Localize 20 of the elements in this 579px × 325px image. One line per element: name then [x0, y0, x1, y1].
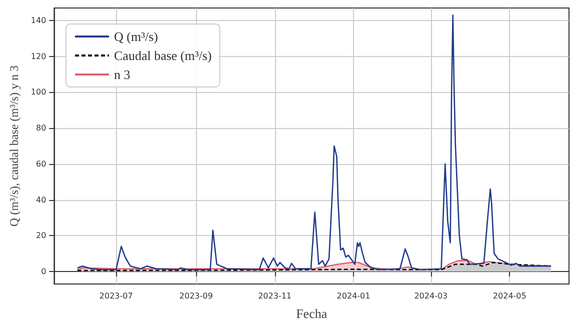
legend-label: Caudal base (m³/s)	[114, 48, 212, 63]
y-tick-label: 20	[36, 231, 46, 240]
y-tick-label: 120	[30, 52, 46, 61]
y-tick-label: 40	[36, 195, 46, 204]
y-tick-label: 100	[30, 88, 46, 97]
x-tick-label: 2024-05	[492, 292, 526, 300]
legend-label: n 3	[114, 67, 130, 82]
x-tick-label: 2023-09	[179, 292, 213, 300]
y-tick-label: 0	[41, 266, 46, 276]
x-tick-label: 2023-07	[99, 292, 133, 300]
y-tick-label: 80	[36, 124, 46, 133]
line-series	[76, 14, 552, 270]
x-tick-label: 2024-01	[336, 292, 370, 300]
x-tick-label: 2023-11	[258, 292, 292, 300]
x-tick-label: 2024-03	[414, 292, 448, 300]
x-axis-title: Fecha	[296, 306, 328, 321]
y-tick-label: 140	[30, 16, 46, 26]
y-tick-label: 60	[36, 159, 46, 168]
legend-label: Q (m³/s)	[114, 29, 158, 44]
y-axis-title: Q (m³/s), caudal base (m³/s) y n 3	[7, 65, 21, 227]
